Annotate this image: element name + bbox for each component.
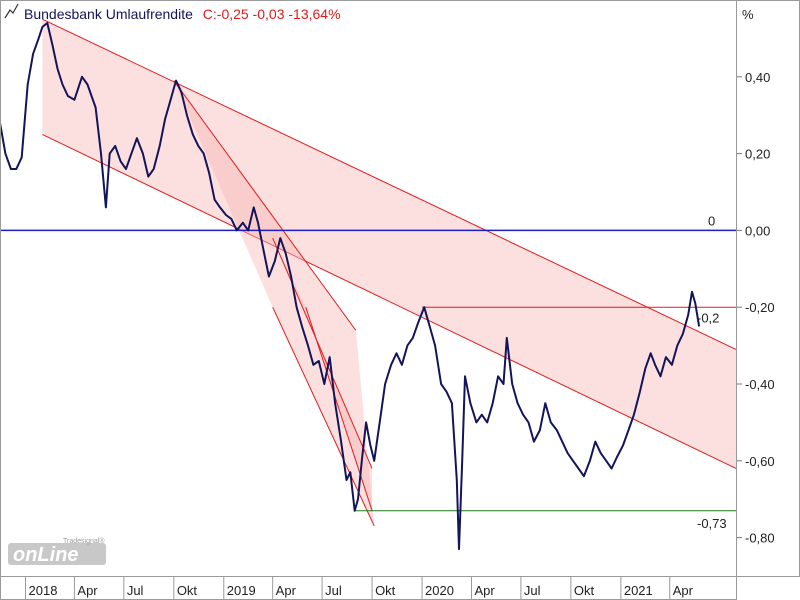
chart-header: Bundesbank Umlaufrendite C:-0,25 -0,03 -… (4, 3, 341, 22)
series-line-1 (0, 22, 701, 551)
x-tick-label: 2020 (425, 583, 454, 598)
y-tick-label: 0,20 (745, 147, 770, 162)
x-tick-label: Okt (574, 583, 595, 598)
trend-channels (42, 18, 737, 527)
svg-text:Bundesbank Umlaufrendite: Bundesbank Umlaufrendite C:-0,25 -0,03 -… (24, 6, 341, 22)
x-tick-label: 2019 (227, 583, 256, 598)
x-tick-label: Okt (177, 583, 198, 598)
price-series (0, 22, 701, 551)
channel-fill-2 (173, 80, 375, 527)
x-tick-label: Apr (474, 583, 495, 598)
resistance-line-label: -0,2 (697, 310, 719, 325)
x-tick-label: Jul (524, 583, 541, 598)
x-tick-label: Okt (375, 583, 396, 598)
channel-upper-line-1 (42, 18, 737, 350)
y-tick-label: -0,20 (745, 300, 775, 315)
x-axis: 2018 Apr Jul Okt 2019 Apr Jul Okt 2020 Apr Jul Okt 2… (25, 577, 694, 599)
channel-fill-1 (42, 19, 736, 469)
y-tick-label: -0,60 (745, 454, 775, 469)
x-tick-label: Apr (77, 583, 98, 598)
quote-text: C:-0,25 -0,03 -13,64% (203, 6, 341, 22)
support-line-label: -0,73 (697, 516, 727, 531)
channel-upper-line-3 (272, 237, 373, 469)
y-tick-label: 0,00 (745, 223, 770, 238)
x-tick-label: Apr (673, 583, 694, 598)
y-axis: % 0,40 0,20 0,00 -0,20 -0,40 -0,60 -0,80 (737, 7, 775, 546)
zero-line-label: 0 (708, 213, 715, 228)
x-tick-label: Jul (127, 583, 144, 598)
y-tick-label: -0,80 (745, 531, 775, 546)
tradesignal-logo: onLine Tradesignal® (8, 537, 106, 567)
y-tick-label: -0,40 (745, 377, 775, 392)
y-axis-unit-label: % (742, 7, 754, 22)
y-axis-border (736, 0, 800, 577)
horizontal-lines (0, 229, 736, 512)
x-tick-label: 2018 (29, 583, 58, 598)
x-tick-label: Jul (325, 583, 342, 598)
channel-lower-line-1 (42, 133, 737, 469)
x-tick-label: 2021 (624, 583, 653, 598)
logo-text: onLine (13, 544, 79, 566)
channel-lower-line-2 (272, 306, 375, 527)
logo-subtext: Tradesignal® (63, 537, 105, 545)
line-labels: 0 -0,2 -0,73 (697, 213, 727, 530)
x-tick-label: Apr (276, 583, 297, 598)
y-tick-label: 0,40 (745, 70, 770, 85)
logo-icon: onLine Tradesignal® (8, 537, 106, 566)
instrument-name: Bundesbank Umlaufrendite (24, 6, 193, 22)
chart-type-icon (4, 3, 19, 19)
channel-upper-line-2 (173, 80, 357, 331)
